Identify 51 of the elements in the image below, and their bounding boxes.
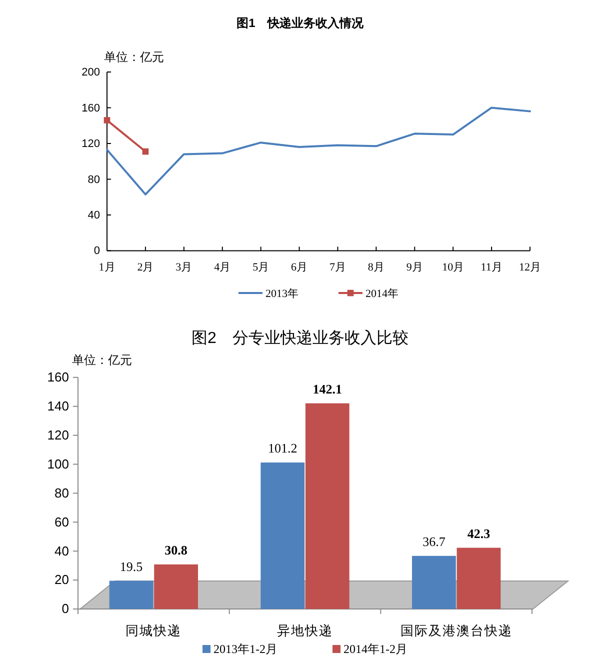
- y-tick-label: 120: [47, 427, 69, 442]
- x-tick-label: 12月: [519, 262, 541, 274]
- x-tick-label: 10月: [442, 262, 464, 274]
- data-label: 142.1: [312, 381, 342, 396]
- bar: [412, 556, 456, 609]
- x-tick-label: 6月: [291, 262, 308, 274]
- chart-title: 图2 分专业快递业务收入比较: [192, 329, 408, 347]
- y-tick-label: 120: [82, 138, 100, 150]
- y-tick-label: 0: [62, 601, 69, 616]
- y-tick-label: 80: [54, 485, 69, 500]
- line-series: [106, 106, 531, 196]
- legend-label: 2013年1-2月: [214, 642, 278, 656]
- x-tick-label: 11月: [480, 262, 502, 274]
- y-tick-label: 20: [54, 572, 69, 588]
- y-tick-label: 0: [94, 245, 100, 258]
- data-label: 101.2: [268, 440, 298, 456]
- chart-title: 图1 快递业务收入情况: [236, 16, 364, 30]
- y-axis-title: 单位：亿元: [72, 353, 132, 367]
- x-tick-label: 8月: [368, 262, 384, 274]
- y-tick-label: 200: [82, 66, 100, 79]
- data-label: 42.3: [467, 526, 491, 541]
- bar: [456, 548, 501, 609]
- y-tick-label: 80: [88, 174, 100, 186]
- x-tick-label: 1月: [98, 262, 116, 274]
- legend-label: 2014年1-2月: [344, 642, 408, 656]
- x-tick-label: 异地快递: [277, 623, 333, 638]
- x-tick-label: 同城快递: [126, 623, 182, 638]
- x-tick-label: 3月: [176, 262, 192, 274]
- y-tick-label: 40: [88, 209, 100, 222]
- y-tick-label: 40: [54, 543, 69, 558]
- x-tick-label: 7月: [329, 262, 346, 274]
- y-tick-label: 60: [54, 514, 69, 530]
- data-label: 36.7: [422, 534, 446, 549]
- y-tick-label: 160: [47, 370, 69, 385]
- y-tick-label: 100: [47, 456, 69, 472]
- y-axis-title: 单位：亿元: [104, 50, 164, 64]
- data-label: 19.5: [120, 558, 143, 574]
- x-tick-label: 9月: [406, 262, 423, 274]
- legend-label: 2013年: [266, 288, 298, 300]
- bar: [260, 462, 305, 609]
- bar: [109, 580, 154, 609]
- y-tick-label: 160: [82, 102, 100, 114]
- legend-label: 2014年: [366, 288, 398, 300]
- y-tick-label: 140: [47, 398, 69, 414]
- x-tick-label: 5月: [252, 262, 270, 274]
- x-tick-label: 2月: [137, 262, 154, 274]
- bar: [154, 564, 198, 609]
- x-tick-label: 4月: [214, 262, 231, 274]
- x-tick-label: 国际及港澳台快递: [400, 623, 512, 638]
- bar: [305, 403, 350, 609]
- data-label: 30.8: [164, 542, 188, 558]
